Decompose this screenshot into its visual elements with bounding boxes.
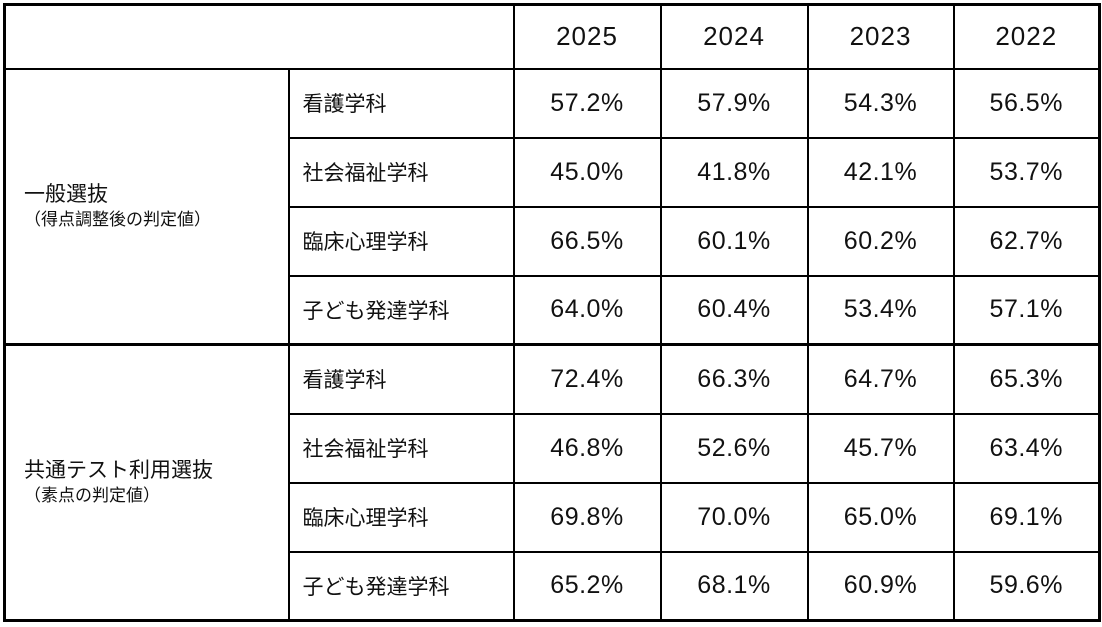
department-label: 子ども発達学科 bbox=[287, 274, 515, 346]
department-label: 子ども発達学科 bbox=[287, 550, 515, 622]
group-subtitle: （素点の判定値） bbox=[24, 486, 160, 506]
value-cell: 63.4% bbox=[952, 412, 1101, 484]
value-cell: 56.5% bbox=[952, 67, 1101, 139]
table-row: 社会福祉学科 46.8% 52.6% 45.7% 63.4% bbox=[5, 412, 1101, 484]
value-cell: 45.7% bbox=[806, 412, 955, 484]
value-cell: 42.1% bbox=[806, 136, 955, 208]
value-cell: 65.2% bbox=[512, 550, 662, 622]
value-cell: 60.2% bbox=[806, 205, 955, 277]
table-row: 社会福祉学科 45.0% 41.8% 42.1% 53.7% bbox=[5, 136, 1101, 208]
value-cell: 65.0% bbox=[806, 481, 955, 553]
value-cell: 64.0% bbox=[512, 274, 662, 346]
table-row: 共通テスト利用選抜 （素点の判定値） 看護学科 72.4% 66.3% 64.7… bbox=[3, 343, 1101, 622]
value-cell: 46.8% bbox=[512, 412, 662, 484]
year-header-2025: 2025 bbox=[512, 3, 662, 70]
year-header-2023: 2023 bbox=[806, 3, 955, 70]
table-row: 子ども発達学科 65.2% 68.1% 60.9% 59.6% bbox=[5, 550, 1101, 622]
value-cell: 52.6% bbox=[659, 412, 809, 484]
year-header-2024: 2024 bbox=[659, 3, 809, 70]
table-row: 一般選抜 （得点調整後の判定値） 看護学科 57.2% 57.9% 54.3% … bbox=[3, 67, 1101, 346]
header-row: 2025 2024 2023 2022 bbox=[3, 3, 1101, 70]
value-cell: 69.8% bbox=[512, 481, 662, 553]
value-cell: 66.3% bbox=[659, 343, 809, 415]
value-cell: 53.4% bbox=[806, 274, 955, 346]
group-title: 共通テスト利用選抜 bbox=[24, 458, 213, 482]
table-row: 臨床心理学科 69.8% 70.0% 65.0% 69.1% bbox=[5, 481, 1101, 553]
value-cell: 62.7% bbox=[952, 205, 1101, 277]
group-label-common-test-selection: 共通テスト利用選抜 （素点の判定値） bbox=[3, 343, 290, 622]
department-label: 看護学科 bbox=[287, 67, 515, 139]
table-row: 子ども発達学科 64.0% 60.4% 53.4% 57.1% bbox=[5, 274, 1101, 346]
department-label: 社会福祉学科 bbox=[287, 136, 515, 208]
value-cell: 41.8% bbox=[659, 136, 809, 208]
value-cell: 68.1% bbox=[659, 550, 809, 622]
group-title: 一般選抜 bbox=[24, 182, 108, 206]
value-cell: 72.4% bbox=[512, 343, 662, 415]
value-cell: 60.1% bbox=[659, 205, 809, 277]
value-cell: 60.4% bbox=[659, 274, 809, 346]
department-label: 臨床心理学科 bbox=[287, 481, 515, 553]
group-label-general-selection: 一般選抜 （得点調整後の判定値） bbox=[3, 67, 290, 346]
year-header-2022: 2022 bbox=[952, 3, 1101, 70]
value-cell: 64.7% bbox=[806, 343, 955, 415]
group-subtitle: （得点調整後の判定値） bbox=[24, 209, 211, 229]
value-cell: 66.5% bbox=[512, 205, 662, 277]
corner-cell bbox=[3, 3, 515, 70]
value-cell: 70.0% bbox=[659, 481, 809, 553]
department-label: 看護学科 bbox=[287, 343, 515, 415]
department-label: 臨床心理学科 bbox=[287, 205, 515, 277]
value-cell: 69.1% bbox=[952, 481, 1101, 553]
department-label: 社会福祉学科 bbox=[287, 412, 515, 484]
value-cell: 59.6% bbox=[952, 550, 1101, 622]
table-row: 臨床心理学科 66.5% 60.1% 60.2% 62.7% bbox=[5, 205, 1101, 277]
value-cell: 57.2% bbox=[512, 67, 662, 139]
value-cell: 57.1% bbox=[952, 274, 1101, 346]
value-cell: 60.9% bbox=[806, 550, 955, 622]
value-cell: 57.9% bbox=[659, 67, 809, 139]
value-cell: 54.3% bbox=[806, 67, 955, 139]
admission-results-table: 2025 2024 2023 2022 一般選抜 （得点調整後の判定値） 看護学… bbox=[3, 3, 1101, 622]
value-cell: 65.3% bbox=[952, 343, 1101, 415]
value-cell: 45.0% bbox=[512, 136, 662, 208]
value-cell: 53.7% bbox=[952, 136, 1101, 208]
